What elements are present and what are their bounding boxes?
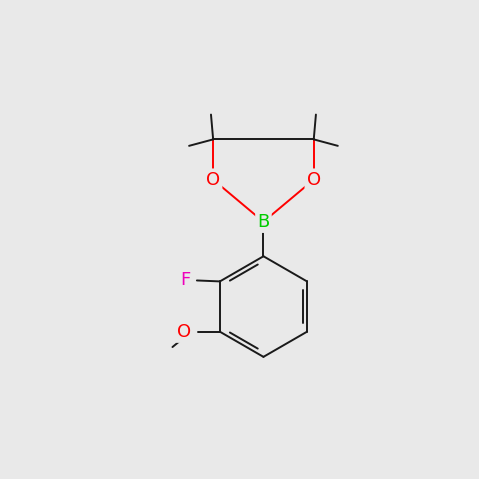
Text: O: O <box>177 323 191 341</box>
Text: F: F <box>180 272 190 289</box>
Text: O: O <box>206 171 220 189</box>
Text: B: B <box>257 213 270 231</box>
Text: O: O <box>307 171 321 189</box>
